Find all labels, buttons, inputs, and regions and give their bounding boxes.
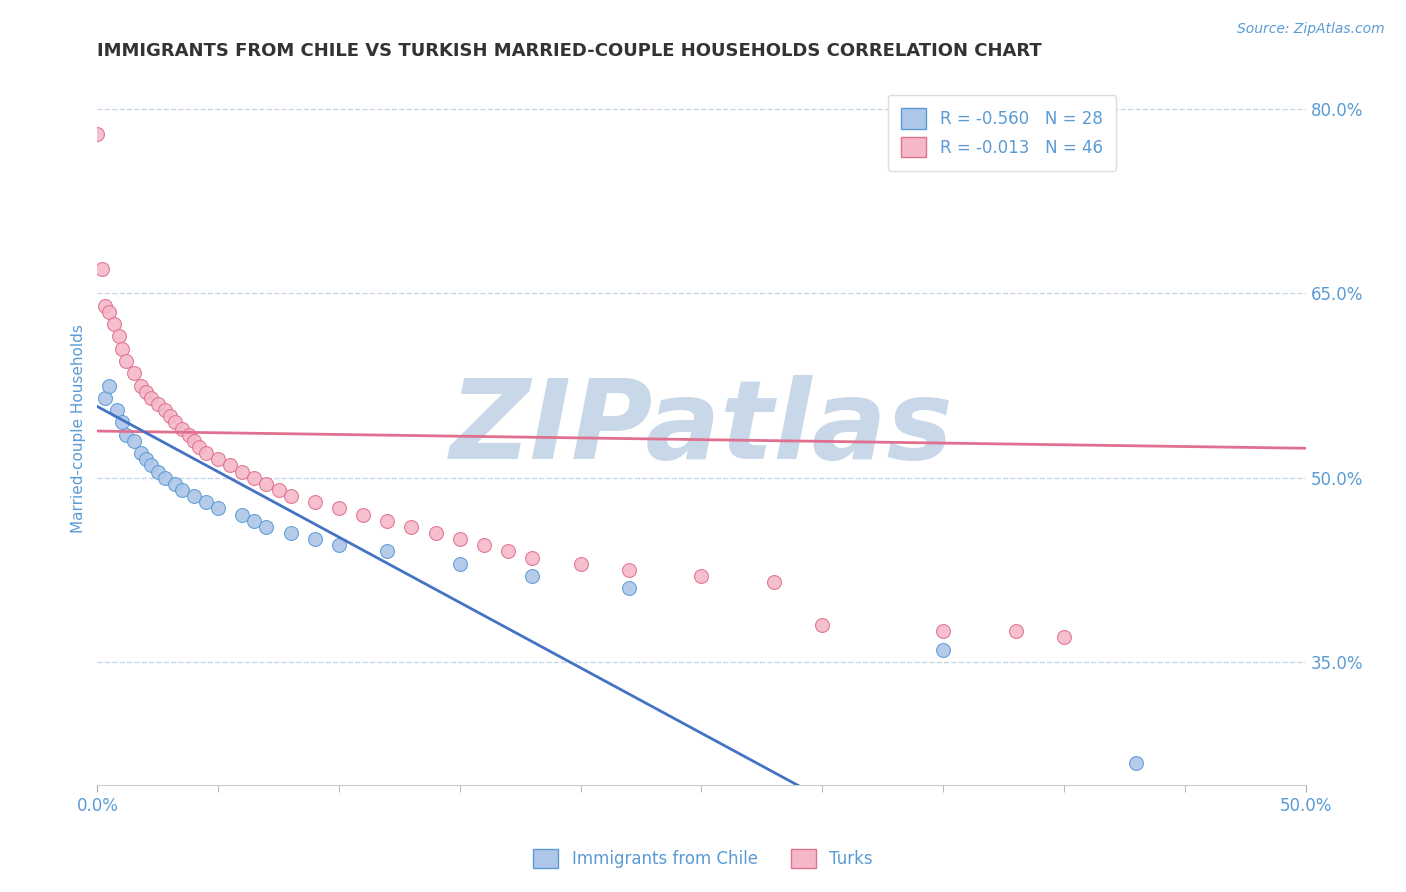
Point [91,261,114,276]
Point [375,544,398,558]
Point [170,421,193,435]
Legend: R = -0.560   N = 28, R = -0.013   N = 46: R = -0.560 N = 28, R = -0.013 N = 46 [889,95,1116,170]
Point [352,508,374,522]
Point [108,329,131,343]
Point [103,317,125,331]
Point [86,127,108,141]
Point [93,299,115,313]
Point [1125,756,1147,770]
Point [243,514,266,528]
Point [115,427,138,442]
Point [122,434,145,448]
Point [110,416,132,430]
Point [569,557,592,571]
Point [98,305,121,319]
Point [183,489,205,503]
Point [401,520,423,534]
Point [139,458,162,473]
Point [153,471,176,485]
Point [207,452,229,467]
Point [449,532,471,546]
Point [153,403,176,417]
Point [129,446,152,460]
Point [219,458,242,473]
Point [267,483,290,497]
Point [328,501,350,516]
Point [932,624,955,639]
Point [135,452,157,467]
Point [115,354,138,368]
Point [1004,624,1026,639]
Point [146,397,169,411]
Point [139,391,162,405]
Point [207,501,229,516]
Point [690,569,713,583]
Point [617,581,640,595]
Point [522,550,544,565]
Point [105,403,128,417]
Y-axis label: Married-couple Households: Married-couple Households [72,324,86,533]
Point [472,538,495,552]
Text: ZIPatlas: ZIPatlas [450,376,953,482]
Point [146,465,169,479]
Point [231,508,253,522]
Point [375,514,398,528]
Point [280,489,302,503]
Point [163,416,186,430]
Point [762,575,785,590]
Point [122,367,145,381]
Point [183,434,205,448]
Point [135,384,157,399]
Point [304,495,326,509]
Text: Source: ZipAtlas.com: Source: ZipAtlas.com [1237,22,1385,37]
Point [425,526,447,541]
Point [256,520,278,534]
Text: IMMIGRANTS FROM CHILE VS TURKISH MARRIED-COUPLE HOUSEHOLDS CORRELATION CHART: IMMIGRANTS FROM CHILE VS TURKISH MARRIED… [97,42,1042,60]
Point [256,476,278,491]
Point [496,544,519,558]
Point [243,471,266,485]
Point [304,532,326,546]
Point [98,378,121,392]
Point [328,538,350,552]
Point [179,427,201,442]
Point [617,563,640,577]
Point [93,391,115,405]
Point [449,557,471,571]
Point [110,342,132,356]
Point [187,440,209,454]
Point [811,618,834,632]
Point [163,476,186,491]
Point [170,483,193,497]
Point [932,642,955,657]
Point [231,465,253,479]
Point [129,378,152,392]
Legend: Immigrants from Chile, Turks: Immigrants from Chile, Turks [526,843,880,875]
Point [195,446,218,460]
Point [195,495,218,509]
Point [1053,631,1076,645]
Point [159,409,181,424]
Point [280,526,302,541]
Point [522,569,544,583]
